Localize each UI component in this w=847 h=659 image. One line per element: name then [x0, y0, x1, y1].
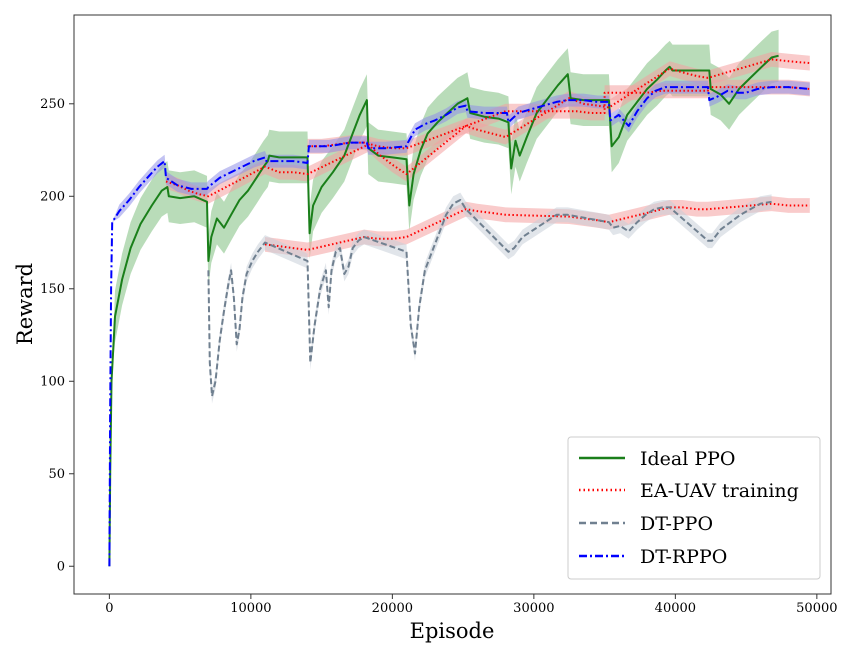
x-axis-ticks: 0 10000 20000 30000 40000 50000 [105, 594, 838, 616]
line-ideal-ppo [108, 54, 779, 567]
legend-label-dt-rppo: DT-RPPO [640, 546, 727, 568]
y-tick-label: 0 [57, 559, 65, 574]
x-tick-label: 40000 [655, 601, 696, 616]
line-ea-uav-training [165, 58, 810, 198]
x-tick-label: 10000 [230, 601, 271, 616]
band-ea-uav-training [166, 52, 810, 204]
line-ea-uav-training [307, 86, 810, 150]
y-tick-label: 250 [40, 97, 65, 112]
line-ea-uav-training [264, 202, 810, 251]
x-tick-label: 0 [105, 601, 113, 616]
band-ea-uav-training [307, 79, 810, 156]
y-axis-label: Reward [13, 263, 37, 345]
legend-box [567, 436, 821, 580]
y-tick-label: 200 [40, 189, 65, 204]
y-tick-label: 150 [40, 282, 65, 297]
y-axis-ticks: 0 50 100 150 200 250 [40, 97, 74, 574]
line-dt-ppo [207, 199, 772, 398]
legend-label-ideal-ppo: Ideal PPO [640, 448, 736, 470]
x-axis-label: Episode [410, 619, 495, 643]
x-tick-label: 30000 [513, 601, 554, 616]
series-lines [108, 54, 810, 567]
y-tick-label: 100 [40, 374, 65, 389]
x-tick-label: 50000 [796, 601, 837, 616]
legend: Ideal PPO EA-UAV training DT-PPO DT-RPPO [567, 436, 821, 580]
legend-label-dt-ppo: DT-PPO [640, 513, 713, 535]
x-tick-label: 20000 [372, 601, 413, 616]
line-dt-rppo [108, 86, 810, 567]
band-dt-ppo [208, 192, 772, 404]
legend-label-ea-uav: EA-UAV training [640, 480, 799, 502]
y-tick-label: 50 [48, 467, 65, 482]
